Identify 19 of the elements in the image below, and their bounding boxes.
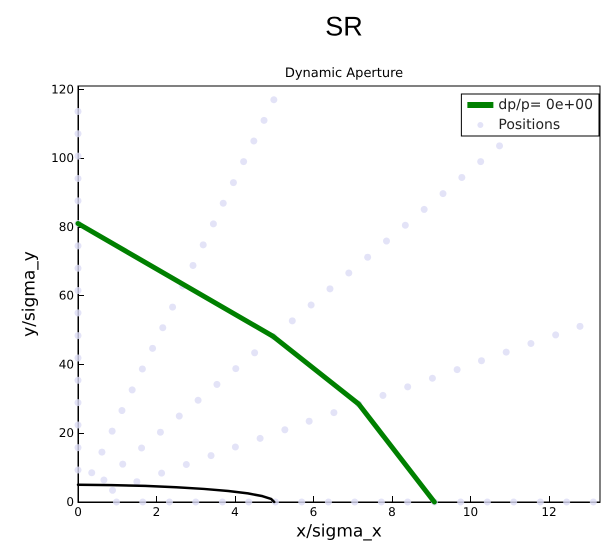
chart-title: SR: [325, 12, 363, 42]
x-tick-label: 4: [231, 505, 239, 519]
legend-label: Positions: [498, 117, 560, 133]
x-tick-label: 12: [541, 505, 557, 519]
y-tick-label: 0: [66, 495, 74, 509]
y-tick-label: 100: [51, 151, 74, 166]
y-tick-label: 60: [58, 288, 74, 303]
x-axis-title: x/sigma_x: [296, 521, 382, 542]
y-tick-label: 20: [58, 426, 74, 440]
x-tick-label: 2: [152, 505, 160, 519]
y-tick-label: 40: [58, 357, 74, 372]
y-axis-title: y/sigma_y: [20, 251, 40, 337]
y-tick-label: 120: [51, 82, 74, 96]
legend-label: dp/p= 0e+00: [498, 97, 593, 113]
x-tick-label: 6: [310, 505, 318, 519]
x-tick-label: 8: [388, 505, 396, 519]
y-tick-label: 80: [58, 220, 74, 234]
chart-subtitle: Dynamic Aperture: [284, 66, 404, 81]
x-tick-label: 10: [462, 505, 478, 519]
